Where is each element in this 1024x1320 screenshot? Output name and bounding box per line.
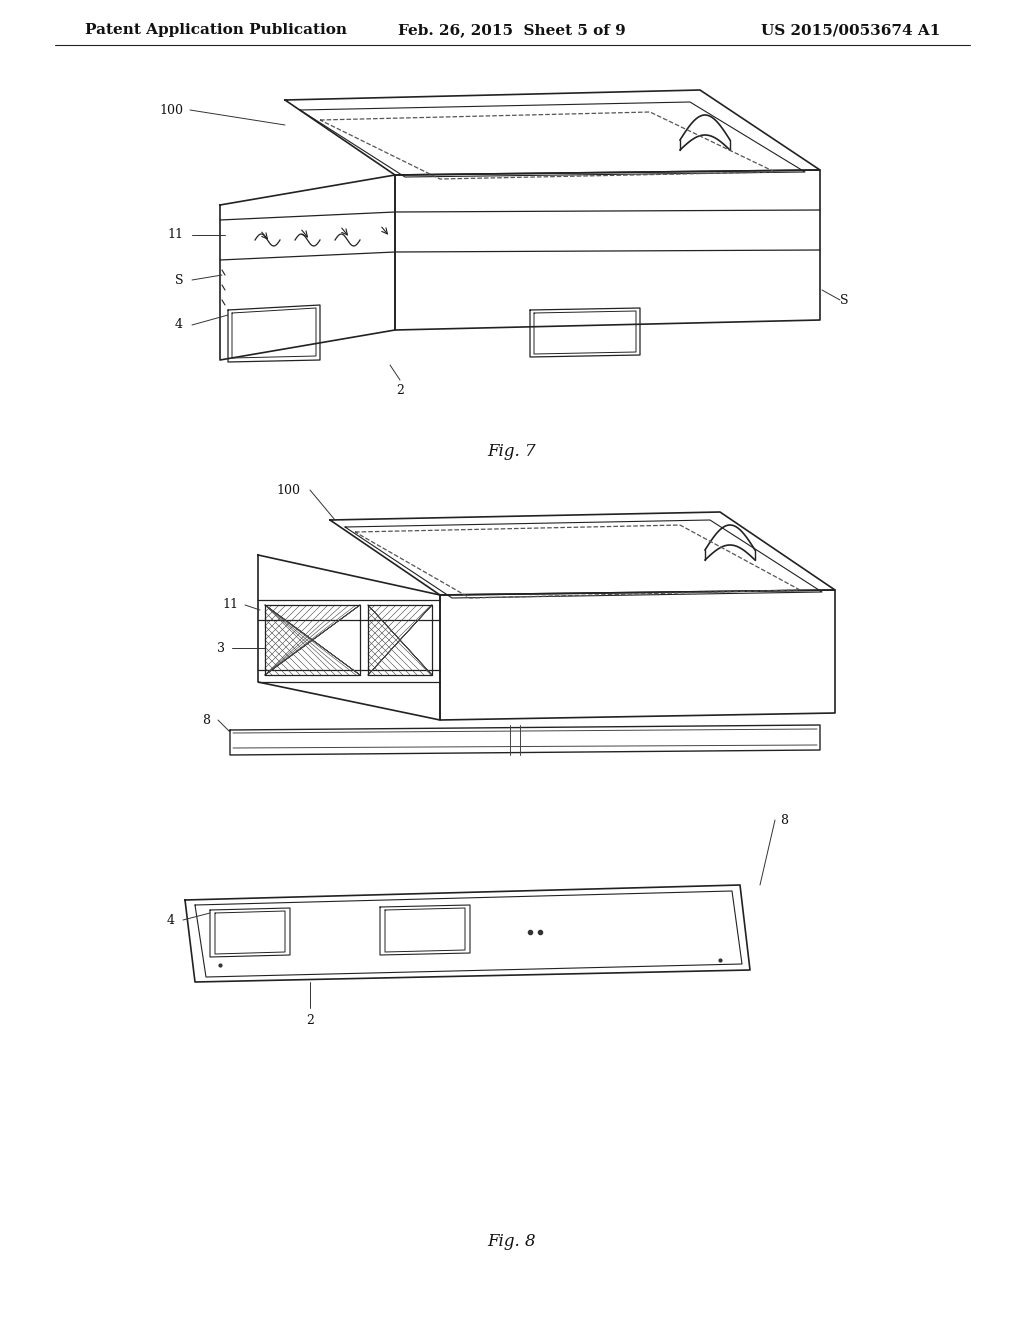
Text: S: S	[174, 273, 183, 286]
Text: 2: 2	[306, 1014, 314, 1027]
Text: 8: 8	[202, 714, 210, 726]
Text: S: S	[840, 293, 849, 306]
Text: Fig. 7: Fig. 7	[487, 444, 537, 461]
Text: 8: 8	[780, 813, 788, 826]
Text: 100: 100	[159, 103, 183, 116]
Text: Patent Application Publication: Patent Application Publication	[85, 22, 347, 37]
Text: Fig. 8: Fig. 8	[487, 1233, 537, 1250]
Text: 3: 3	[217, 642, 225, 655]
Text: 4: 4	[167, 913, 175, 927]
Text: 100: 100	[276, 483, 300, 496]
Text: 2: 2	[396, 384, 403, 396]
Text: Feb. 26, 2015  Sheet 5 of 9: Feb. 26, 2015 Sheet 5 of 9	[398, 22, 626, 37]
Text: 4: 4	[175, 318, 183, 331]
Text: 11: 11	[222, 598, 238, 611]
Text: US 2015/0053674 A1: US 2015/0053674 A1	[761, 22, 940, 37]
Text: 11: 11	[167, 228, 183, 242]
